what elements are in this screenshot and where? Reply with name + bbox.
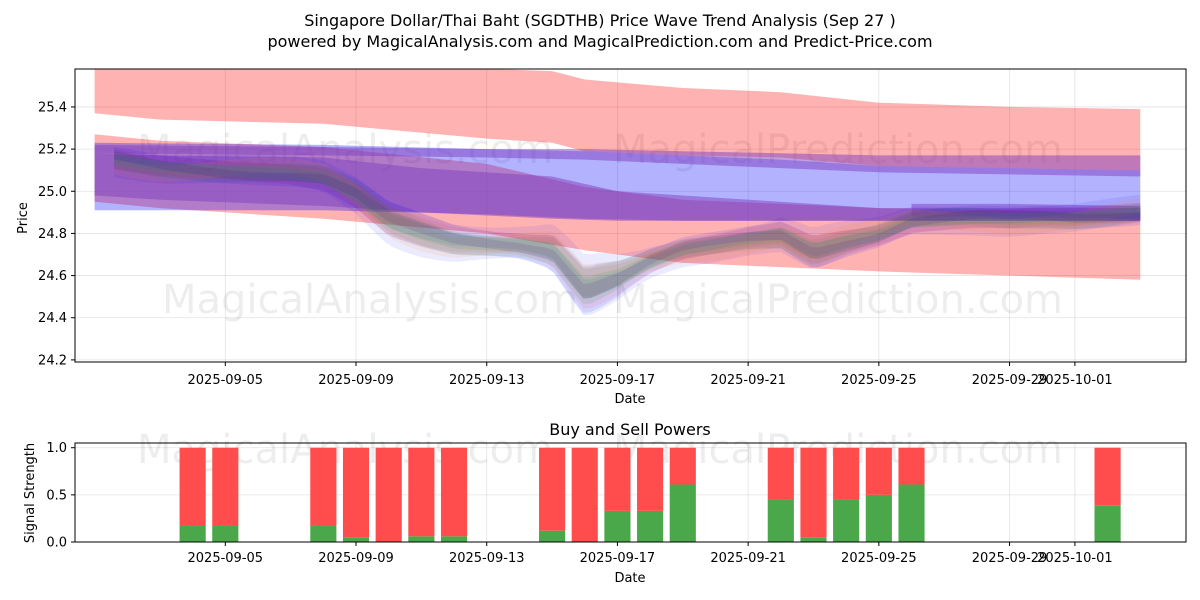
buy-bar [342,537,370,542]
x-tick-label: 2025-09-21 [710,373,786,388]
price-chart-panel: MagicalAnalysis.com MagicalPrediction.co… [16,68,1187,407]
sell-bar [767,447,794,500]
buy-bar [539,530,566,542]
signal-chart-panel: Buy and Sell Powers MagicalAnalysis.com … [23,420,1187,586]
y-tick-label: 24.6 [38,269,67,284]
band-purple-upper [94,153,1141,221]
ensemble-band [114,146,1141,313]
x-tick-label: 2025-09-21 [710,551,786,566]
ensemble-band [114,157,1141,297]
buy-bar [179,525,206,542]
sell-bar [342,447,370,538]
buy-bar [898,484,925,542]
buy-bar [833,499,860,542]
buy-bar [408,536,435,542]
x-tick-label: 2025-10-01 [1037,373,1113,388]
sell-bar [1094,447,1121,506]
x-tick-label: 2025-10-01 [1037,551,1113,566]
sell-bar [669,447,696,485]
chart-title-line1: Singapore Dollar/Thai Baht (SGDTHB) Pric… [304,11,896,30]
sell-bar [539,447,566,531]
buy-bar [1094,505,1121,542]
sell-bar [800,447,827,538]
buy-bar [865,494,892,542]
buy-bar [310,525,337,542]
sell-bar [637,447,664,511]
sell-bar [310,447,337,526]
x-tick-label: 2025-09-13 [449,551,525,566]
band-purple-top [94,144,1141,177]
y-tick-label: 25.4 [38,100,67,115]
y-tick-label: 0.0 [46,536,67,551]
x-tick-label: 2025-09-25 [841,551,917,566]
sell-bar [604,447,631,511]
y-tick-label: 25.2 [38,143,67,158]
price-bands [94,69,1141,280]
x-tick-label: 2025-09-05 [188,373,264,388]
signal-chart-y-ticks: 0.0 0.5 1.0 [46,441,75,551]
ensemble-band [114,154,1141,298]
buy-bar [669,484,696,542]
price-chart-x-ticks: 2025-09-05 2025-09-09 2025-09-13 2025-09-17… [188,362,1113,388]
buy-bar [212,525,239,542]
ensemble-band [114,151,1141,299]
signal-bars [179,447,1121,542]
price-chart-xlabel: Date [614,392,645,407]
price-ensemble [114,146,1141,316]
ensemble-band [114,150,1141,305]
signal-chart-frame [74,442,1187,543]
y-tick-label: 24.8 [38,227,67,242]
signal-chart-ylabel: Signal Strength [23,443,38,543]
buy-bar [604,510,631,542]
watermark: MagicalAnalysis.com [162,277,578,323]
buy-bar [637,510,664,542]
x-tick-label: 2025-09-17 [580,373,656,388]
buy-bar [440,536,468,542]
y-tick-label: 24.4 [38,311,67,326]
signal-chart-title: Buy and Sell Powers [549,420,711,439]
sell-bar [212,447,239,526]
buy-bar [767,499,794,542]
band-purple-lower [911,203,1141,219]
x-tick-label: 2025-09-09 [318,373,394,388]
sell-bar [571,447,598,542]
x-tick-label: 2025-09-09 [318,551,394,566]
sell-bar [408,447,435,537]
sell-bar [440,447,468,537]
x-tick-label: 2025-09-25 [841,373,917,388]
y-tick-label: 0.5 [46,488,67,503]
x-tick-label: 2025-09-17 [580,551,656,566]
price-chart-frame [74,68,1187,363]
ensemble-band [114,150,1141,309]
sell-bar [865,447,892,495]
sell-bar [833,447,860,500]
ensemble-band [114,149,1141,316]
watermark: MagicalPrediction.com [613,277,1063,323]
buy-bar [800,537,827,542]
sell-bar [375,447,402,542]
y-tick-label: 24.2 [38,353,67,368]
sell-bar [898,447,925,485]
x-tick-label: 2025-09-13 [449,373,525,388]
chart-title-line2: powered by MagicalAnalysis.com and Magic… [267,32,932,51]
price-chart-y-ticks: 24.2 24.4 24.6 24.8 25.0 25.2 25.4 [38,100,75,368]
ensemble-band [114,153,1141,299]
y-tick-label: 1.0 [46,441,67,456]
y-tick-label: 25.0 [38,185,67,200]
signal-chart-xlabel: Date [614,571,645,586]
signal-chart-x-ticks: 2025-09-05 2025-09-09 2025-09-13 2025-09-17… [188,542,1113,566]
x-tick-label: 2025-09-29 [972,373,1048,388]
x-tick-label: 2025-09-05 [188,551,264,566]
price-chart-ylabel: Price [16,202,31,234]
sell-bar [179,447,206,526]
band-red-upper [94,69,1141,171]
x-tick-label: 2025-09-29 [972,551,1048,566]
